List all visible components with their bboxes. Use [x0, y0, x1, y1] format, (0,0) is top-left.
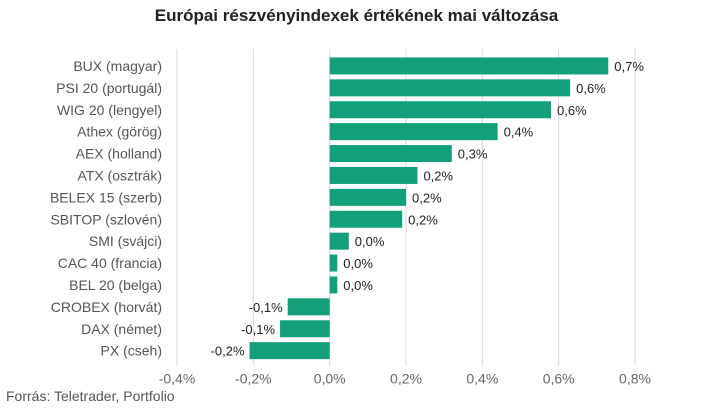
category-label: BEL 20 (belga) — [69, 277, 162, 293]
data-label: 0,7% — [614, 59, 644, 74]
bar-chart: -0,4% -0,2% 0,0% 0,2% 0,4% 0,6% 0,8% BUX (magya… — [50, 49, 651, 385]
bar — [280, 320, 330, 338]
x-tick-label: 0,4% — [466, 371, 498, 385]
bar — [329, 123, 498, 141]
gridlines — [176, 49, 636, 366]
data-label: 0,3% — [458, 147, 488, 162]
data-label: 0,6% — [557, 103, 587, 118]
category-label: CROBEX (horvát) — [51, 299, 162, 315]
category-label: ATX (osztrák) — [77, 167, 162, 183]
bar — [329, 276, 338, 294]
data-label: -0,1% — [241, 322, 275, 337]
x-tick-label: 0,8% — [619, 371, 651, 385]
category-label: BELEX 15 (szerb) — [50, 189, 162, 205]
data-label: -0,1% — [249, 300, 283, 315]
data-label: -0,2% — [211, 344, 245, 359]
bar — [329, 57, 609, 75]
x-tick-label: 0,2% — [390, 371, 422, 385]
source-note: Forrás: Teletrader, Portfolio — [6, 388, 175, 404]
bars — [249, 57, 609, 360]
bar — [329, 254, 338, 272]
x-tick-label: 0,0% — [314, 371, 346, 385]
category-label: WIG 20 (lengyel) — [57, 102, 162, 118]
data-label: 0,4% — [504, 125, 534, 140]
category-label: BUX (magyar) — [73, 58, 162, 74]
bar — [329, 210, 403, 228]
labels: -0,4% -0,2% 0,0% 0,2% 0,4% 0,6% 0,8% BUX (magya… — [50, 58, 651, 385]
data-label: 0,0% — [343, 256, 373, 271]
bar — [329, 145, 452, 163]
bar — [329, 166, 418, 184]
data-label: 0,0% — [343, 278, 373, 293]
data-label: 0,6% — [576, 81, 606, 96]
x-tick-label: -0,2% — [235, 371, 272, 385]
data-label: 0,2% — [408, 212, 438, 227]
category-label: AEX (holland) — [76, 146, 162, 162]
bar — [287, 298, 330, 316]
bar — [249, 342, 330, 360]
category-label: PX (cseh) — [101, 343, 162, 359]
x-tick-label: -0,4% — [159, 371, 196, 385]
category-label: DAX (német) — [81, 321, 162, 337]
category-label: SBITOP (szlovén) — [50, 211, 162, 227]
category-label: CAC 40 (francia) — [58, 255, 162, 271]
chart-title: Európai részvényindexek értékének mai vá… — [154, 6, 559, 25]
data-label: 0,2% — [423, 168, 453, 183]
category-label: SMI (svájci) — [89, 233, 162, 249]
data-label: 0,0% — [355, 234, 385, 249]
bar — [329, 101, 552, 119]
bar — [329, 79, 571, 97]
bar — [329, 188, 406, 206]
bar — [329, 232, 349, 250]
data-label: 0,2% — [412, 190, 442, 205]
x-tick-label: 0,6% — [543, 371, 575, 385]
category-label: PSI 20 (portugál) — [56, 80, 162, 96]
category-label: Athex (görög) — [77, 124, 162, 140]
